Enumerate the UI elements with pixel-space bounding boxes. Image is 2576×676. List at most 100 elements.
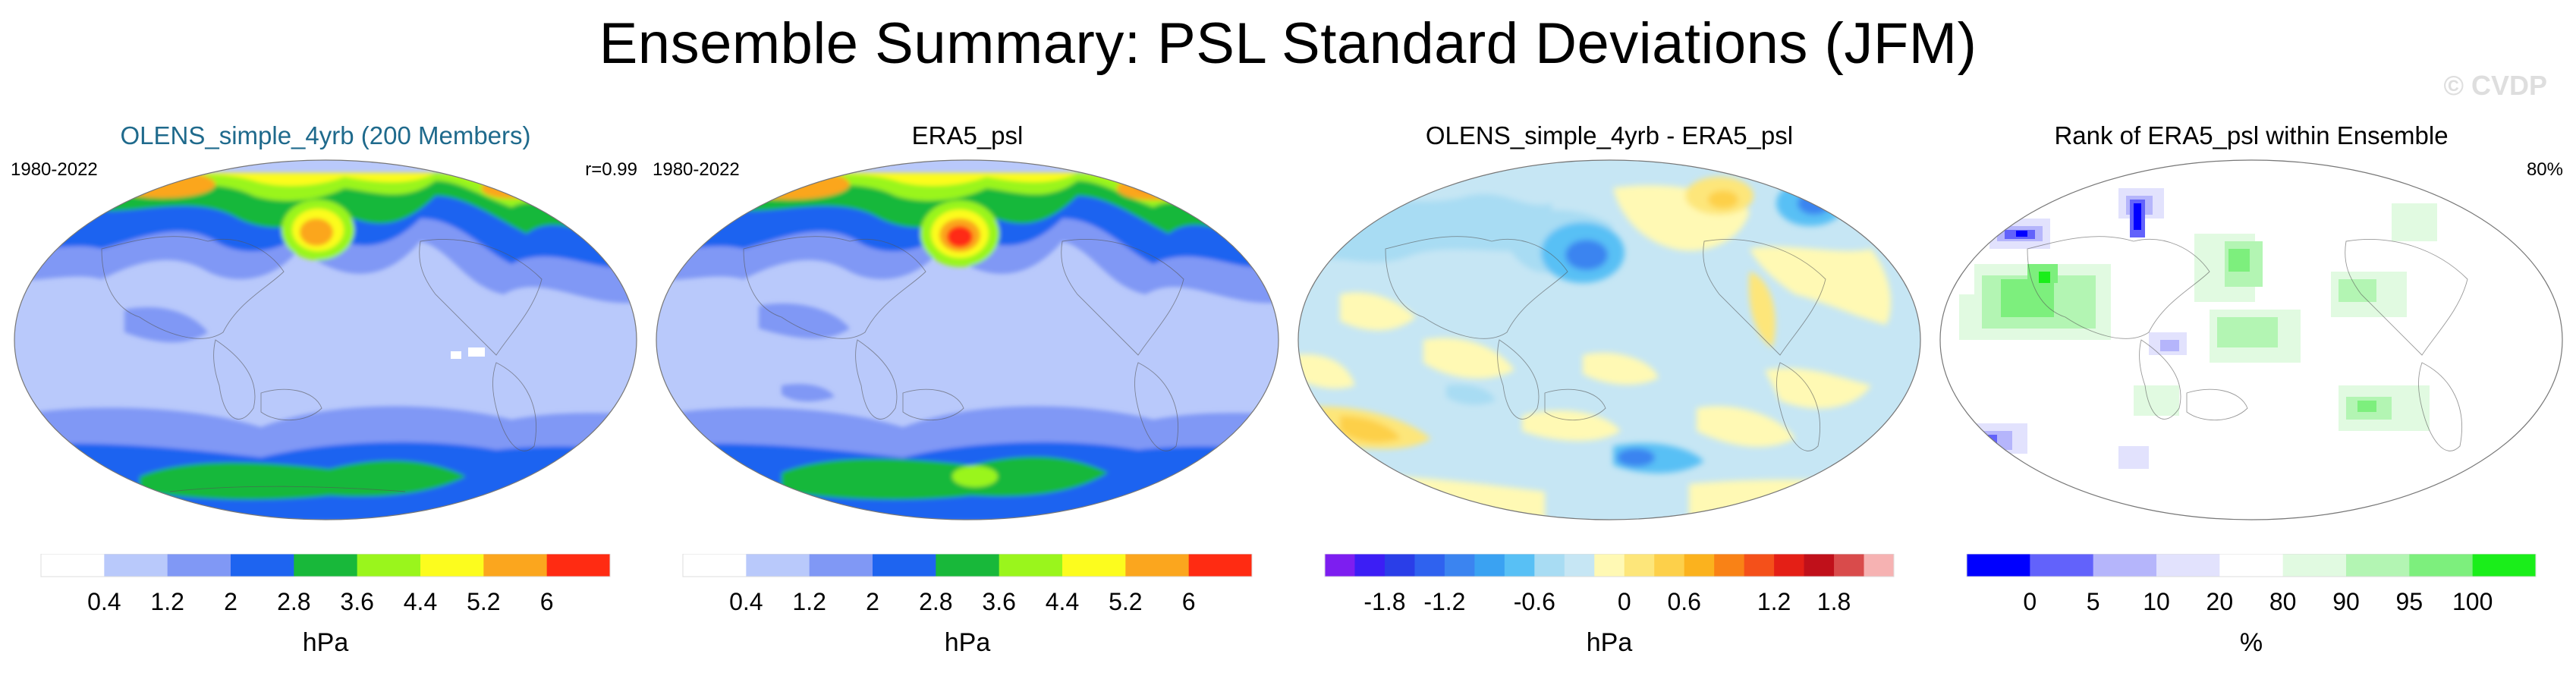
colorbar-1: 0.4 1.2 2 2.8 3.6 4.4 5.2 6 — [40, 554, 611, 615]
colorbar-tick-label: -1.2 — [1423, 588, 1465, 615]
colorbar-swatch — [1564, 554, 1595, 577]
colorbar-swatch — [1188, 554, 1253, 577]
colorbar-tick-label: 5.2 — [1109, 588, 1142, 615]
colorbar-tick-label: 4.4 — [404, 588, 437, 615]
colorbar-unit: hPa — [944, 628, 991, 657]
world-map — [1297, 159, 1921, 520]
colorbar-frame — [1324, 554, 1895, 577]
colorbar-tick-label: 4.4 — [1046, 588, 1079, 615]
colorbar-tick-label: 2.8 — [277, 588, 310, 615]
colorbar-tick-label: 90 — [2332, 588, 2360, 615]
colorbar-frame — [40, 554, 611, 577]
colorbar-swatch — [809, 554, 873, 577]
colorbar-swatch — [1534, 554, 1565, 577]
colorbar-tick-label: 0 — [1618, 588, 1631, 615]
colorbar-tick-label: 0.6 — [1667, 588, 1700, 615]
years-label: 1980-2022 — [653, 159, 740, 180]
colorbar-swatch — [483, 554, 548, 577]
colorbar-swatch — [1125, 554, 1190, 577]
panel-title: ERA5_psl — [911, 121, 1024, 149]
colorbar-frame — [1966, 554, 2537, 577]
world-map — [14, 159, 637, 520]
colorbar-swatch — [999, 554, 1063, 577]
pattern-correlation-label: r=0.99 — [585, 159, 637, 180]
colorbar-tick-label: 95 — [2396, 588, 2423, 615]
colorbar-tick-label: -0.6 — [1514, 588, 1555, 615]
colorbar-tick-label: -1.8 — [1363, 588, 1405, 615]
colorbar-swatch — [2472, 554, 2537, 577]
colorbar-swatch — [41, 554, 105, 577]
colorbar-tick-label: 2 — [866, 588, 879, 615]
colorbar-swatch — [1325, 554, 1355, 577]
colorbar-swatch — [1504, 554, 1535, 577]
panel-era5-std: ERA5_psl 1980-2022 — [653, 121, 1282, 675]
panel-rank: Rank of ERA5_psl within Ensemble 80% — [1936, 121, 2566, 675]
colorbar-unit: % — [2239, 628, 2263, 657]
colorbar-swatch — [1474, 554, 1505, 577]
colorbar-tick-label: 1.2 — [150, 588, 184, 615]
colorbar-swatch — [1804, 554, 1835, 577]
main-title: Ensemble Summary: PSL Standard Deviation… — [599, 11, 1977, 76]
colorbar-tick-label: 1.2 — [1757, 588, 1791, 615]
colorbar-3: -1.8 -1.2 -0.6 0 0.6 1.2 1.8 — [1324, 554, 1895, 615]
cvdp-watermark: © CVDP — [2443, 70, 2547, 101]
colorbar-swatch — [2282, 554, 2347, 577]
colorbar-swatch — [357, 554, 421, 577]
colorbar-swatch — [1714, 554, 1745, 577]
colorbar-swatch — [1414, 554, 1445, 577]
colorbar-swatch — [2346, 554, 2410, 577]
colorbar-swatch — [1654, 554, 1685, 577]
panel-olens-std: OLENS_simple_4yrb (200 Members) 1980-202… — [11, 121, 640, 675]
colorbar-unit: hPa — [1586, 628, 1633, 657]
colorbar-4: 0 5 10 20 80 90 95 100 — [1966, 554, 2537, 615]
colorbar-swatch — [683, 554, 747, 577]
colorbar-swatch — [546, 554, 611, 577]
colorbar-swatch — [1384, 554, 1415, 577]
percent-label: 80% — [2526, 159, 2563, 180]
colorbar-swatch — [231, 554, 294, 577]
colorbar-tick-label: 5.2 — [467, 588, 500, 615]
colorbar-tick-label: 1.2 — [792, 588, 826, 615]
colorbar-tick-label: 2 — [224, 588, 237, 615]
panel-difference: OLENS_simple_4yrb - ERA5_psl — [1294, 121, 1924, 675]
colorbar-swatch — [1594, 554, 1625, 577]
colorbar-tick-label: 20 — [2206, 588, 2234, 615]
colorbar-swatch — [2409, 554, 2474, 577]
colorbar-swatch — [420, 554, 484, 577]
colorbar-swatch — [1684, 554, 1715, 577]
colorbar-tick-label: 3.6 — [982, 588, 1015, 615]
colorbar-2: 0.4 1.2 2 2.8 3.6 4.4 5.2 6 — [682, 554, 1253, 615]
colorbar-swatch — [167, 554, 231, 577]
colorbar-swatch — [1864, 554, 1895, 577]
colorbar-swatch — [746, 554, 810, 577]
colorbar-swatch — [1062, 554, 1126, 577]
colorbar-tick-label: 6 — [1182, 588, 1196, 615]
colorbar-swatch — [1774, 554, 1805, 577]
colorbar-tick-label: 3.6 — [340, 588, 373, 615]
colorbar-swatch — [2093, 554, 2157, 577]
colorbar-frame — [682, 554, 1253, 577]
colorbar-tick-label: 80 — [2269, 588, 2297, 615]
colorbar-swatch — [1354, 554, 1386, 577]
colorbar-tick-label: 1.8 — [1817, 588, 1851, 615]
colorbar-swatch — [1444, 554, 1475, 577]
colorbar-tick-label: 0.4 — [729, 588, 763, 615]
colorbar-tick-label: 0 — [2023, 588, 2037, 615]
world-map — [1939, 159, 2563, 520]
world-map — [656, 159, 1279, 520]
colorbar-tick-label: 6 — [540, 588, 554, 615]
panel-title: Rank of ERA5_psl within Ensemble — [2054, 121, 2449, 149]
colorbar-tick-label: 2.8 — [919, 588, 952, 615]
colorbar-swatch — [1967, 554, 2030, 577]
colorbar-swatch — [873, 554, 936, 577]
colorbar-swatch — [2156, 554, 2220, 577]
years-label: 1980-2022 — [11, 159, 98, 180]
colorbar-tick-label: 10 — [2143, 588, 2170, 615]
colorbar-swatch — [936, 554, 1000, 577]
panel-title: OLENS_simple_4yrb (200 Members) — [120, 121, 531, 149]
colorbar-swatch — [2219, 554, 2284, 577]
colorbar-tick-label: 5 — [2087, 588, 2100, 615]
colorbar-tick-label: 100 — [2452, 588, 2493, 615]
colorbar-tick-label: 0.4 — [87, 588, 121, 615]
colorbar-swatch — [2030, 554, 2094, 577]
